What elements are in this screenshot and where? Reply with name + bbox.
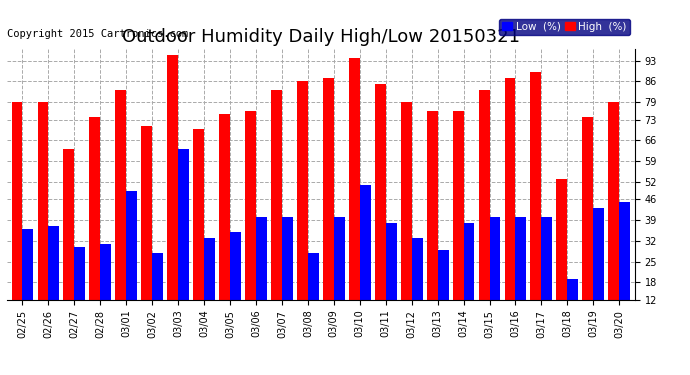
Bar [37, 102, 48, 336]
Text: Copyright 2015 Cartronics.com: Copyright 2015 Cartronics.com [7, 29, 188, 39]
Bar [115, 90, 126, 336]
Bar [386, 223, 397, 336]
Bar [359, 185, 371, 336]
Bar [271, 90, 282, 336]
Bar [90, 117, 100, 336]
Bar [593, 209, 604, 336]
Bar [23, 229, 33, 336]
Bar [178, 149, 189, 336]
Bar [334, 217, 345, 336]
Bar [141, 126, 152, 336]
Bar [75, 247, 86, 336]
Bar [375, 84, 386, 336]
Bar [531, 72, 542, 336]
Bar [126, 190, 137, 336]
Bar [453, 111, 464, 336]
Bar [567, 279, 578, 336]
Bar [515, 217, 526, 336]
Bar [282, 217, 293, 336]
Bar [152, 253, 163, 336]
Bar [464, 223, 475, 336]
Bar [230, 232, 241, 336]
Bar [219, 114, 230, 336]
Bar [489, 217, 500, 336]
Bar [48, 226, 59, 336]
Bar [167, 55, 178, 336]
Bar [504, 78, 515, 336]
Bar [193, 129, 204, 336]
Bar [556, 179, 567, 336]
Bar [609, 102, 619, 336]
Legend: Low  (%), High  (%): Low (%), High (%) [499, 19, 629, 35]
Bar [479, 90, 489, 336]
Bar [308, 253, 319, 336]
Bar [204, 238, 215, 336]
Bar [297, 81, 308, 336]
Bar [426, 111, 437, 336]
Bar [63, 149, 75, 336]
Bar [619, 202, 630, 336]
Bar [401, 102, 412, 336]
Bar [349, 58, 359, 336]
Bar [323, 78, 334, 336]
Title: Outdoor Humidity Daily High/Low 20150321: Outdoor Humidity Daily High/Low 20150321 [122, 28, 520, 46]
Bar [412, 238, 422, 336]
Bar [582, 117, 593, 336]
Bar [256, 217, 267, 336]
Bar [100, 244, 111, 336]
Bar [245, 111, 256, 336]
Bar [12, 102, 23, 336]
Bar [437, 250, 448, 336]
Bar [542, 217, 552, 336]
